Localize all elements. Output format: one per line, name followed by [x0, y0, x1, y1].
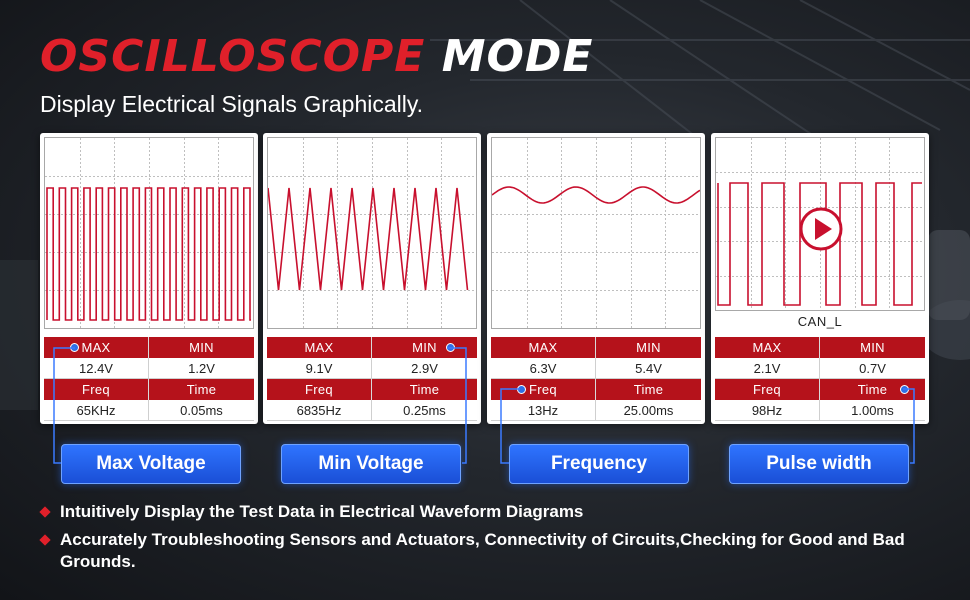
time-header: Time — [820, 379, 925, 400]
time-value: 0.05ms — [149, 400, 254, 421]
sine-waveform — [492, 186, 700, 204]
time-indicator-dot — [900, 385, 909, 394]
max-header: MAX — [715, 337, 820, 358]
play-icon[interactable] — [799, 207, 843, 251]
min-voltage-button[interactable]: Min Voltage — [281, 444, 461, 484]
waveform-display — [491, 137, 701, 329]
max-indicator-dot — [70, 343, 79, 352]
time-header: Time — [149, 379, 254, 400]
scope-grid — [45, 138, 253, 328]
max-header: MAX — [491, 337, 596, 358]
freq-value: 13Hz — [491, 400, 596, 421]
square-waveform — [46, 187, 251, 321]
page-subtitle: Display Electrical Signals Graphically. — [40, 91, 424, 117]
freq-header: Freq — [491, 379, 596, 400]
title-highlight: OSCILLOSCOPE — [40, 31, 426, 82]
feature-item: Intuitively Display the Test Data in Ele… — [38, 501, 938, 523]
freq-header: Freq — [44, 379, 149, 400]
freq-header: Freq — [715, 379, 820, 400]
channel-label: CAN_L — [797, 314, 843, 329]
max-value: 9.1V — [267, 358, 372, 379]
freq-value: 6835Hz — [267, 400, 372, 421]
max-value: 12.4V — [44, 358, 149, 379]
readings-table: MAX MIN 9.1V 2.9V Freq Time 6835Hz 0.25m… — [267, 337, 477, 421]
max-value: 6.3V — [491, 358, 596, 379]
panel-max-voltage: MAX MIN 12.4V 1.2V Freq Time 65KHz 0.05m… — [40, 133, 258, 424]
min-header: MIN — [149, 337, 254, 358]
scope-grid — [492, 138, 700, 328]
readings-table: MAX MIN 12.4V 1.2V Freq Time 65KHz 0.05m… — [44, 337, 254, 421]
max-header: MAX — [44, 337, 149, 358]
pulse-waveform — [717, 182, 922, 306]
waveform-display — [44, 137, 254, 329]
diamond-icon — [39, 534, 51, 546]
panel-min-voltage: MAX MIN 9.1V 2.9V Freq Time 6835Hz 0.25m… — [263, 133, 481, 424]
min-value: 1.2V — [149, 358, 254, 379]
freq-header: Freq — [267, 379, 372, 400]
feature-item: Accurately Troubleshooting Sensors and A… — [38, 529, 938, 573]
title-rest: MODE — [441, 31, 594, 82]
max-voltage-button[interactable]: Max Voltage — [61, 444, 241, 484]
min-header: MIN — [820, 337, 925, 358]
freq-indicator-dot — [517, 385, 526, 394]
min-value: 2.9V — [372, 358, 477, 379]
frequency-button[interactable]: Frequency — [509, 444, 689, 484]
time-header: Time — [372, 379, 477, 400]
min-header: MIN — [596, 337, 701, 358]
time-value: 0.25ms — [372, 400, 477, 421]
readings-table: MAX MIN 6.3V 5.4V Freq Time 13Hz 25.00ms — [491, 337, 701, 421]
triangle-waveform — [268, 187, 469, 291]
readings-table: MAX MIN 2.1V 0.7V Freq Time 98Hz 1.00ms — [715, 337, 925, 421]
time-value: 25.00ms — [596, 400, 701, 421]
freq-value: 98Hz — [715, 400, 820, 421]
min-value: 0.7V — [820, 358, 925, 379]
max-value: 2.1V — [715, 358, 820, 379]
scope-grid — [268, 138, 476, 328]
min-value: 5.4V — [596, 358, 701, 379]
time-value: 1.00ms — [820, 400, 925, 421]
freq-value: 65KHz — [44, 400, 149, 421]
panel-pulse-width: CAN_L MAX MIN 2.1V 0.7V Freq Time 98Hz 1… — [711, 133, 929, 424]
diamond-icon — [39, 506, 51, 518]
feature-list: Intuitively Display the Test Data in Ele… — [38, 501, 938, 579]
panel-frequency: MAX MIN 6.3V 5.4V Freq Time 13Hz 25.00ms — [487, 133, 705, 424]
max-header: MAX — [267, 337, 372, 358]
waveform-display — [715, 137, 925, 311]
pulse-width-button[interactable]: Pulse width — [729, 444, 909, 484]
page-title: OSCILLOSCOPE MODE — [40, 30, 593, 84]
waveform-display — [267, 137, 477, 329]
min-header: MIN — [372, 337, 477, 358]
time-header: Time — [596, 379, 701, 400]
min-indicator-dot — [446, 343, 455, 352]
